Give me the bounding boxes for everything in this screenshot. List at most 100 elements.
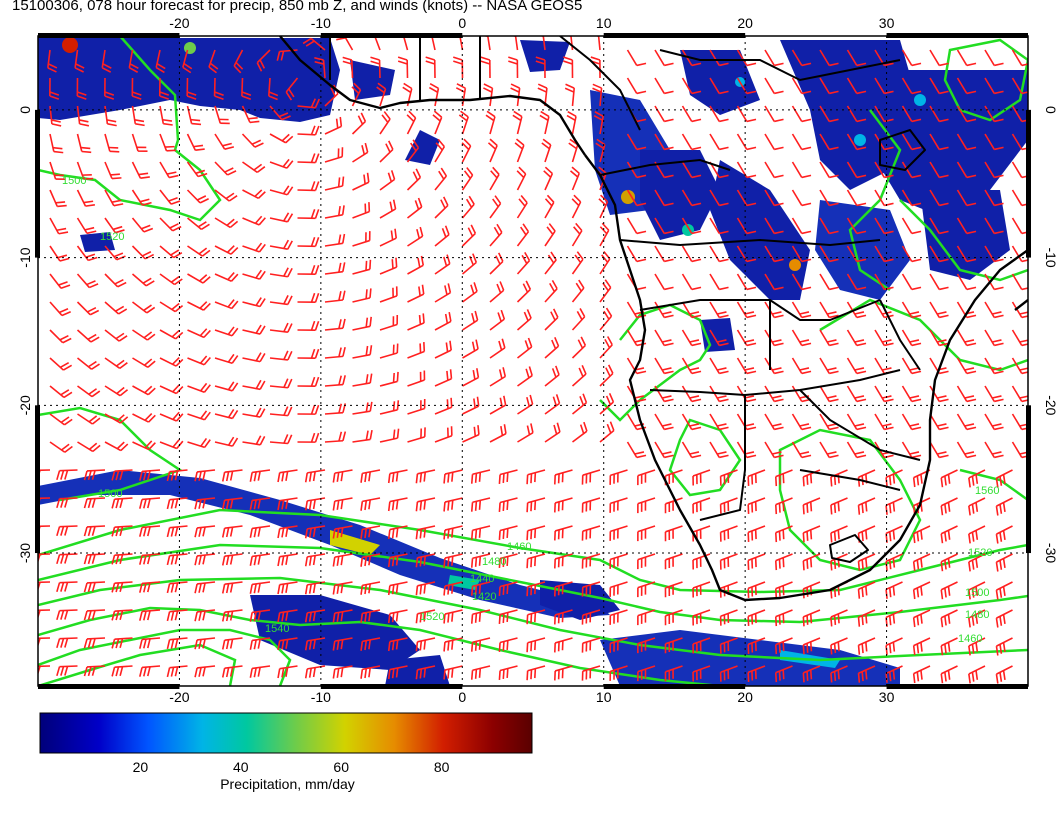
wind-barb: [819, 189, 839, 207]
wind-barb: [874, 77, 894, 95]
wind-barb: [599, 307, 613, 331]
wind-barb: [692, 637, 711, 654]
wind-barb: [214, 217, 239, 229]
wind-barb: [83, 581, 106, 593]
wind-barb: [912, 665, 931, 684]
wind-barb: [736, 357, 757, 375]
wind-barb: [56, 469, 78, 481]
wind-barb: [297, 125, 320, 136]
wind-barb: [481, 36, 491, 51]
wind-barb: [407, 197, 423, 219]
wind-barb: [968, 553, 986, 572]
wind-barb: [104, 217, 125, 234]
wind-barb: [764, 273, 784, 291]
wind-barb: [912, 581, 931, 600]
wind-barb: [407, 226, 424, 247]
contour-label: 1460: [507, 541, 531, 553]
wind-barb: [563, 56, 574, 79]
wind-barb: [830, 665, 848, 683]
wind-barb: [56, 637, 78, 649]
wind-barb: [626, 161, 647, 179]
wind-barb: [407, 284, 425, 303]
wind-barb: [249, 553, 271, 566]
wind-barb: [104, 273, 127, 288]
wind-barb: [571, 364, 587, 387]
wind-barb: [379, 371, 399, 387]
wind-barb: [626, 77, 647, 95]
wind-barb: [885, 553, 903, 571]
wind-barb: [249, 497, 271, 510]
wind-barb: [194, 609, 216, 622]
wind-barb: [571, 222, 583, 247]
wind-barb: [415, 609, 436, 624]
wind-barb: [802, 469, 821, 487]
wind-barb: [379, 400, 400, 415]
wind-barb: [544, 365, 560, 387]
wind-barb: [544, 280, 558, 303]
wind-barb: [104, 77, 115, 100]
wind-barb: [269, 322, 293, 333]
wind-barb: [709, 133, 729, 151]
contour-label: 1480: [482, 556, 506, 568]
wind-barb: [158, 77, 170, 100]
wind-barb: [929, 329, 949, 347]
wind-barb: [470, 665, 491, 680]
wind-barb: [489, 223, 503, 247]
wind-barb: [968, 497, 986, 516]
wind-barb: [791, 49, 812, 67]
wind-barb: [929, 385, 949, 403]
wind-barb: [543, 166, 554, 191]
wind-barb: [104, 133, 120, 153]
wind-barb: [544, 223, 556, 247]
wind-barb: [461, 138, 472, 163]
wind-barb: [214, 353, 239, 365]
wind-barb: [324, 346, 346, 359]
wind-barb: [791, 105, 812, 123]
wind-barb: [719, 469, 738, 486]
wind-barb: [182, 49, 193, 74]
wind-barb: [387, 497, 408, 512]
wind-barb: [599, 336, 613, 359]
wind-barb: [599, 364, 614, 387]
wind-barb: [214, 245, 239, 255]
wind-barb: [221, 581, 243, 594]
wind-barb: [681, 189, 702, 207]
wind-barbs: [38, 36, 1028, 684]
wind-barb: [664, 609, 683, 626]
wind-barb: [581, 553, 601, 569]
wind-barb: [443, 637, 463, 652]
wind-barb: [434, 283, 452, 303]
frame-bar-bottom: [603, 684, 746, 689]
wind-barb: [49, 245, 70, 262]
wind-barb: [857, 497, 876, 515]
wind-barb: [819, 413, 839, 431]
wind-barb: [846, 273, 867, 291]
wind-barb: [901, 385, 922, 403]
wind-barb: [324, 262, 346, 275]
wind-barb: [637, 469, 656, 486]
wind-barb: [415, 469, 436, 484]
wind-barb: [277, 497, 298, 511]
wind-barb: [297, 292, 320, 304]
wind-barb: [139, 665, 161, 677]
wind-barb: [104, 161, 122, 180]
wind-barb: [277, 553, 298, 567]
wind-barb: [277, 637, 298, 651]
wind-barb: [76, 329, 100, 343]
wind-barb: [49, 329, 72, 344]
wind-barb: [166, 581, 188, 594]
wind-barb: [187, 245, 211, 257]
wind-barb: [360, 581, 381, 595]
wind-barb: [566, 110, 577, 135]
wind-barb: [681, 301, 702, 319]
wind-barb: [434, 397, 453, 415]
wind-barb: [49, 441, 73, 453]
wind-barb: [984, 77, 1004, 95]
wind-barb: [681, 413, 702, 431]
lon-tick-bottom: 20: [737, 689, 753, 705]
wind-barb: [581, 665, 601, 681]
wind-barb: [956, 77, 977, 95]
lat-tick-right: 0: [1043, 106, 1056, 114]
wind-barb: [692, 553, 711, 570]
wind-barb: [692, 581, 711, 598]
